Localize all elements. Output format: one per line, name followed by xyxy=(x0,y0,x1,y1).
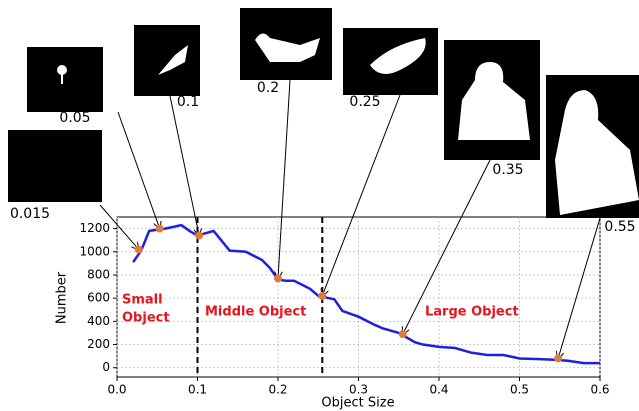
x-tick-label: 0.0 xyxy=(107,383,126,397)
x-axis-label: Object Size xyxy=(321,396,394,411)
x-tick-label: 0.1 xyxy=(188,383,207,397)
silhouette-shape xyxy=(57,65,67,75)
highlight-point xyxy=(274,274,282,283)
silhouette-shape xyxy=(255,33,320,62)
thumbnail xyxy=(8,130,102,202)
silhouette-shape xyxy=(458,62,530,140)
highlight-point xyxy=(134,245,143,254)
data-line xyxy=(132,223,600,365)
y-tick-label: 200 xyxy=(87,337,110,351)
silhouette-shape xyxy=(370,38,426,74)
y-tick-label: 1000 xyxy=(79,244,110,258)
x-tick-label: 0.6 xyxy=(590,383,609,397)
thumbnail xyxy=(134,25,200,96)
silhouette-shape xyxy=(61,74,63,84)
region-label: Large Object xyxy=(425,305,519,320)
annotation-label: 0.2 xyxy=(257,80,279,96)
silhouette-shape xyxy=(158,45,188,75)
highlight-point xyxy=(554,354,563,363)
annotation-arrow xyxy=(117,111,160,229)
annotation-arrow xyxy=(278,79,291,278)
annotation-arrow xyxy=(322,94,401,296)
region-label: Middle Object xyxy=(205,305,306,320)
silhouette xyxy=(555,90,639,215)
y-tick-label: 800 xyxy=(87,267,110,281)
y-tick-label: 0 xyxy=(102,360,110,374)
annotation-arrow xyxy=(558,217,601,358)
silhouette xyxy=(255,33,320,62)
annotation-label: 0.25 xyxy=(349,94,380,110)
annotation-arrow xyxy=(169,95,199,236)
highlight-point xyxy=(318,291,327,300)
y-tick-label: 400 xyxy=(87,314,110,328)
annotation-label: 0.1 xyxy=(177,94,199,110)
annotation-label: 0.55 xyxy=(604,219,635,235)
silhouette xyxy=(158,45,188,75)
y-tick-label: 600 xyxy=(87,291,110,305)
annotation-label: 0.35 xyxy=(492,162,523,178)
y-tick-label: 1200 xyxy=(79,221,110,235)
silhouette xyxy=(370,38,426,74)
x-tick-label: 0.5 xyxy=(510,383,529,397)
region-label: Small xyxy=(122,293,163,308)
region-label: Object xyxy=(122,311,170,326)
highlight-point xyxy=(398,330,407,339)
x-tick-label: 0.2 xyxy=(268,383,287,397)
y-axis-label: Number xyxy=(55,271,70,324)
annotation-label: 0.05 xyxy=(59,110,90,126)
x-tick-label: 0.3 xyxy=(349,383,368,397)
x-tick-label: 0.4 xyxy=(429,383,448,397)
annotation-arrow xyxy=(99,204,139,249)
highlight-point xyxy=(155,224,164,233)
annotation-arrow xyxy=(403,159,491,334)
highlight-point xyxy=(195,231,204,240)
silhouette xyxy=(57,65,67,84)
silhouette-shape xyxy=(555,90,639,215)
thumbnail xyxy=(27,47,103,112)
silhouette xyxy=(458,62,530,140)
annotation-label: 0.015 xyxy=(10,206,50,222)
